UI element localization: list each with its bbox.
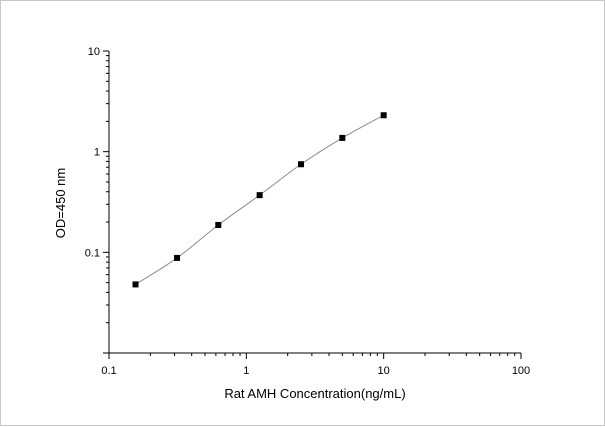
data-point: [215, 221, 222, 228]
data-point: [132, 281, 139, 288]
y-tick-label: 10: [88, 46, 100, 58]
ticks: [103, 50, 522, 359]
y-axis-title: OD=450 nm: [53, 168, 68, 238]
data-points: [132, 112, 387, 288]
x-tick-label: 100: [512, 365, 530, 377]
y-tick-label: 0.1: [85, 247, 100, 259]
tick-labels: 0.1 1 10 100 0.1 1 10: [85, 46, 530, 377]
data-point: [339, 134, 346, 141]
data-point: [380, 112, 387, 119]
x-tick-label: 10: [378, 365, 390, 377]
axes: [108, 51, 521, 354]
x-tick-label: 0.1: [101, 365, 116, 377]
fit-curve-line: [135, 114, 384, 285]
fit-curve: [135, 114, 384, 285]
x-axis-title: Rat AMH Concentration(ng/mL): [224, 386, 405, 401]
data-point: [297, 161, 304, 168]
y-tick-label: 1: [94, 147, 100, 159]
data-point: [256, 192, 263, 199]
data-point: [174, 254, 181, 261]
x-tick-label: 1: [243, 365, 249, 377]
